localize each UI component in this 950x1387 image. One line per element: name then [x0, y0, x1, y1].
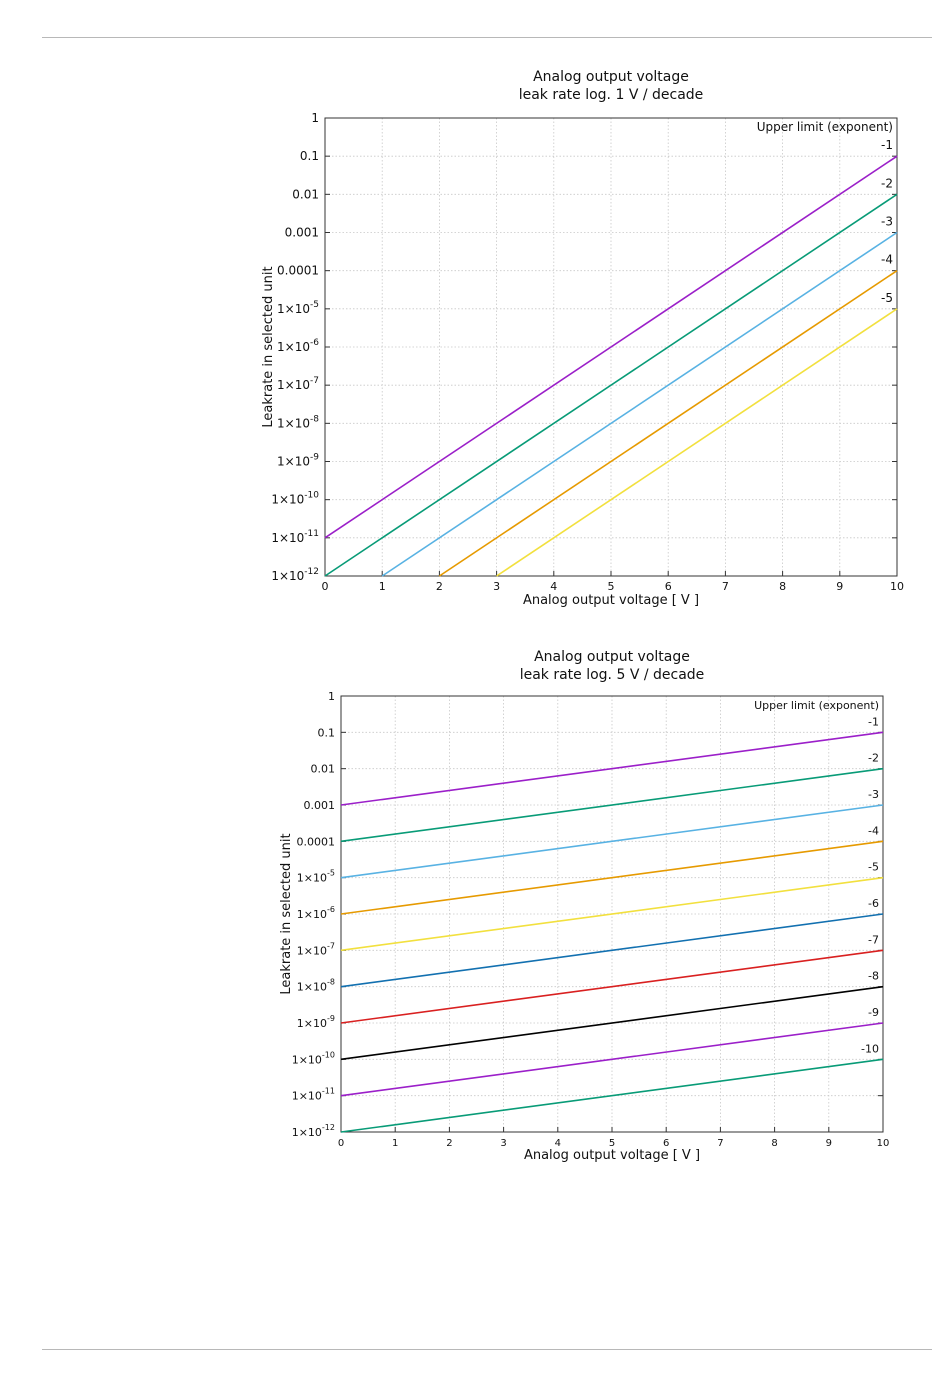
chart-1-ylabel: Leakrate in selected unit — [261, 266, 276, 427]
chart-2-series-line — [340, 913, 884, 988]
chart-2-series-label: -10 — [861, 1042, 879, 1055]
chart-2-xtick-label: 8 — [771, 1138, 777, 1149]
chart-2-xtick-label: 5 — [609, 1138, 615, 1149]
chart-2-ytick-label: 1×10-6 — [297, 905, 335, 921]
chart-2-series-label: -8 — [868, 970, 879, 983]
chart-1-ytick-label: 0.01 — [292, 187, 319, 201]
chart-2-series-label: -2 — [868, 752, 879, 765]
chart-1-series-line — [381, 231, 898, 577]
chart-1-ytick-label: 1×10-6 — [277, 338, 319, 354]
chart-1-xtick-label: 10 — [890, 580, 904, 593]
chart-2-ytick-label: 1×10-5 — [297, 869, 335, 885]
chart-2-series-line — [340, 804, 884, 879]
chart-2-series-label: -3 — [868, 788, 879, 801]
chart-1-xtick-label: 3 — [493, 580, 500, 593]
chart-2-ytick-label: 1×10-12 — [292, 1123, 335, 1139]
chart-1-xtick-label: 6 — [665, 580, 672, 593]
chart-2: Analog output voltage leak rate log. 5 V … — [279, 649, 890, 1163]
chart-2-ytick-label: 0.0001 — [297, 835, 336, 848]
chart-1-series-line — [324, 155, 898, 539]
chart-1-ytick-label: 1×10-11 — [271, 529, 319, 545]
chart-2-series-line — [340, 876, 884, 952]
chart-2-ytick-label: 1×10-11 — [292, 1087, 335, 1103]
chart-2-series-label: -4 — [868, 824, 879, 837]
chart-2-series-line — [340, 840, 884, 915]
chart-2-ytick-label: 1×10-10 — [292, 1050, 335, 1066]
chart-2-ytick-label: 1×10-8 — [297, 978, 335, 994]
chart-2-series-line — [340, 949, 884, 1024]
header-rule — [42, 37, 932, 38]
chart-2-xlabel: Analog output voltage [ V ] — [524, 1148, 700, 1163]
chart-1-subtitle: leak rate log. 1 V / decade — [519, 87, 704, 103]
chart-2-ytick-label: 0.1 — [318, 726, 336, 739]
chart-2-ytick-label: 1 — [328, 690, 335, 703]
chart-2-series-label: -6 — [868, 897, 879, 910]
chart-1-frame — [324, 117, 898, 577]
chart-1-ytick-label: 0.001 — [285, 226, 319, 240]
chart-1-xtick-label: 0 — [322, 580, 329, 593]
footer-rule — [42, 1349, 932, 1350]
chart-2-xtick-label: 1 — [392, 1138, 398, 1149]
chart-2-xtick-label: 4 — [555, 1138, 561, 1149]
chart-2-ytick-label: 0.01 — [311, 763, 336, 776]
chart-2-series-label: -1 — [868, 715, 879, 728]
chart-1-ytick-label: 1×10-10 — [271, 491, 319, 507]
chart-1-ytick-label: 1×10-8 — [277, 414, 319, 430]
chart-1-ytick-label: 1 — [311, 111, 319, 125]
chart-1-ytick-label: 0.0001 — [277, 264, 319, 278]
chart-1-legend-title: Upper limit (exponent) — [757, 120, 893, 134]
chart-1: Analog output voltage leak rate log. 1 V … — [261, 69, 904, 608]
chart-2-ytick-label: 1×10-9 — [297, 1014, 335, 1030]
chart-2-series-label: -9 — [868, 1006, 879, 1019]
chart-1-ytick-label: 1×10-9 — [277, 453, 319, 469]
chart-2-xtick-label: 0 — [338, 1138, 344, 1149]
chart-1-xtick-label: 1 — [379, 580, 386, 593]
chart-2-ytick-label: 0.001 — [304, 799, 336, 812]
chart-2-xtick-label: 9 — [826, 1138, 832, 1149]
chart-2-series-line — [340, 767, 884, 843]
chart-1-ytick-label: 1×10-7 — [277, 376, 319, 392]
chart-2-xtick-label: 10 — [877, 1138, 890, 1149]
chart-1-series-label: -5 — [881, 291, 893, 305]
chart-1-xtick-label: 7 — [722, 580, 729, 593]
chart-2-series-line — [340, 1058, 884, 1133]
chart-1-xtick-label: 8 — [779, 580, 786, 593]
chart-2-ylabel: Leakrate in selected unit — [279, 833, 294, 994]
chart-1-series-line — [496, 308, 898, 577]
chart-1-series-line — [324, 193, 898, 577]
chart-2-series-line — [340, 1022, 884, 1097]
chart-1-xtick-label: 4 — [550, 580, 557, 593]
chart-2-xtick-label: 2 — [446, 1138, 452, 1149]
chart-2-title: Analog output voltage — [534, 649, 690, 665]
chart-1-series-label: -3 — [881, 215, 893, 229]
chart-1-xtick-label: 9 — [836, 580, 843, 593]
chart-1-title: Analog output voltage — [533, 69, 689, 85]
chart-1-ytick-label: 1×10-5 — [277, 300, 319, 316]
chart-1-ytick-label: 1×10-12 — [271, 567, 319, 583]
chart-2-series-label: -7 — [868, 933, 879, 946]
chart-2-xtick-label: 3 — [500, 1138, 506, 1149]
chart-2-series-label: -5 — [868, 861, 879, 874]
chart-1-xlabel: Analog output voltage [ V ] — [523, 593, 699, 608]
chart-1-xtick-label: 5 — [608, 580, 615, 593]
chart-2-legend-title: Upper limit (exponent) — [754, 699, 879, 712]
chart-2-ytick-label: 1×10-7 — [297, 941, 335, 957]
chart-2-series-line — [340, 731, 884, 806]
chart-1-ytick-label: 0.1 — [300, 149, 319, 163]
chart-1-series-label: -4 — [881, 253, 893, 267]
chart-2-subtitle: leak rate log. 5 V / decade — [520, 667, 705, 683]
chart-1-xtick-label: 2 — [436, 580, 443, 593]
chart-2-xtick-label: 7 — [717, 1138, 723, 1149]
chart-2-series-line — [340, 985, 884, 1061]
chart-1-series-label: -2 — [881, 176, 893, 190]
chart-2-xtick-label: 6 — [663, 1138, 669, 1149]
chart-1-series-label: -1 — [881, 138, 893, 152]
chart-1-series-line — [438, 270, 898, 577]
